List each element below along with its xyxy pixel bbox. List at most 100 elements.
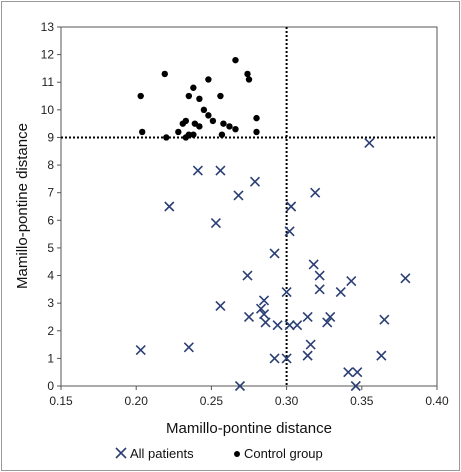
patient-point [284,320,295,331]
control-point [253,128,260,136]
y-tick-label: 4 [47,269,54,283]
patient-point [376,350,387,361]
patient-point [269,353,280,364]
legend-control-label: Control group [244,446,323,461]
patient-point [233,190,244,201]
x-tick-label: 0.15 [49,394,73,408]
control-point [253,114,260,122]
y-axis-label: Mamillo-pontine distance [14,123,31,289]
control-point [163,134,170,141]
patient-point [260,317,271,328]
patient-point [255,303,267,314]
patient-point [281,353,292,364]
control-point [205,112,212,119]
control-point [182,117,190,125]
control-point [245,76,253,83]
patient-point [322,317,333,328]
control-point [205,76,212,83]
y-tick-label: 10 [41,103,55,117]
patient-point [286,201,297,212]
y-tick-label: 6 [47,213,54,227]
patient-point [302,311,313,323]
patient-point [269,248,280,259]
patient-point [305,339,316,350]
control-point [196,95,203,103]
x-tick-label: 0.20 [125,394,149,408]
y-tick-label: 12 [41,48,55,62]
control-point [200,106,208,114]
x-tick-label: 0.40 [425,394,449,408]
control-point [161,70,168,78]
data-points [135,56,411,392]
x-tick-label: 0.35 [350,394,374,408]
patient-point [379,314,390,325]
control-point [217,92,224,100]
control-point [209,117,217,125]
y-tick-label: 1 [47,351,54,365]
control-point [226,123,233,130]
patient-point [210,218,221,229]
y-tick-label: 3 [47,296,54,310]
control-point [139,128,146,136]
legend-patients-marker [115,447,127,459]
patient-point [364,137,375,149]
patient-point [183,342,194,353]
control-point [232,56,239,64]
reference-lines [61,27,437,386]
patient-point [314,270,325,281]
patient-point [308,259,319,270]
patient-point [135,345,146,356]
patient-point [284,226,295,237]
control-point [190,131,197,138]
x-axis-label: Mamillo-pontine distance [166,420,332,437]
legend: All patients Control group [115,446,323,461]
y-tick-label: 9 [47,130,54,144]
patient-point [272,320,283,331]
control-point [220,120,227,127]
y-tick-label: 11 [42,75,55,89]
x-axis-ticks: 0.15 0.20 0.25 0.30 0.35 0.40 [49,386,449,408]
y-tick-label: 13 [41,20,55,34]
patient-point [258,309,270,320]
patient-point [310,187,321,198]
y-tick-label: 5 [47,241,54,255]
control-point [185,92,193,100]
patient-point [243,311,255,323]
patient-point [249,176,261,187]
patient-point [234,380,246,392]
patient-point [352,367,363,378]
control-point [244,70,251,78]
y-tick-label: 8 [47,158,54,172]
y-tick-label: 0 [47,379,54,393]
patient-point [192,165,203,176]
control-point [232,125,239,133]
control-point [175,128,182,136]
x-tick-label: 0.30 [275,394,299,408]
patient-point [215,300,226,311]
y-tick-label: 2 [47,324,54,338]
control-point [218,131,226,138]
patient-point [325,311,336,323]
patient-point [314,284,325,295]
legend-control-marker [234,451,240,457]
y-tick-label: 7 [47,186,54,200]
patient-point [215,165,226,176]
patient-point [164,201,175,212]
plot-area [60,26,438,387]
patient-point [350,380,361,392]
patient-point [292,320,303,331]
x-tick-label: 0.25 [200,394,224,408]
patient-point [258,295,270,306]
control-point [190,84,197,91]
control-point [137,92,144,100]
control-point [196,123,203,130]
patient-point [281,287,292,298]
patient-point [400,273,411,284]
patient-point [343,367,354,378]
patient-point [302,350,313,361]
patient-point [335,287,346,298]
patient-point [346,275,357,287]
control-point [185,131,193,138]
